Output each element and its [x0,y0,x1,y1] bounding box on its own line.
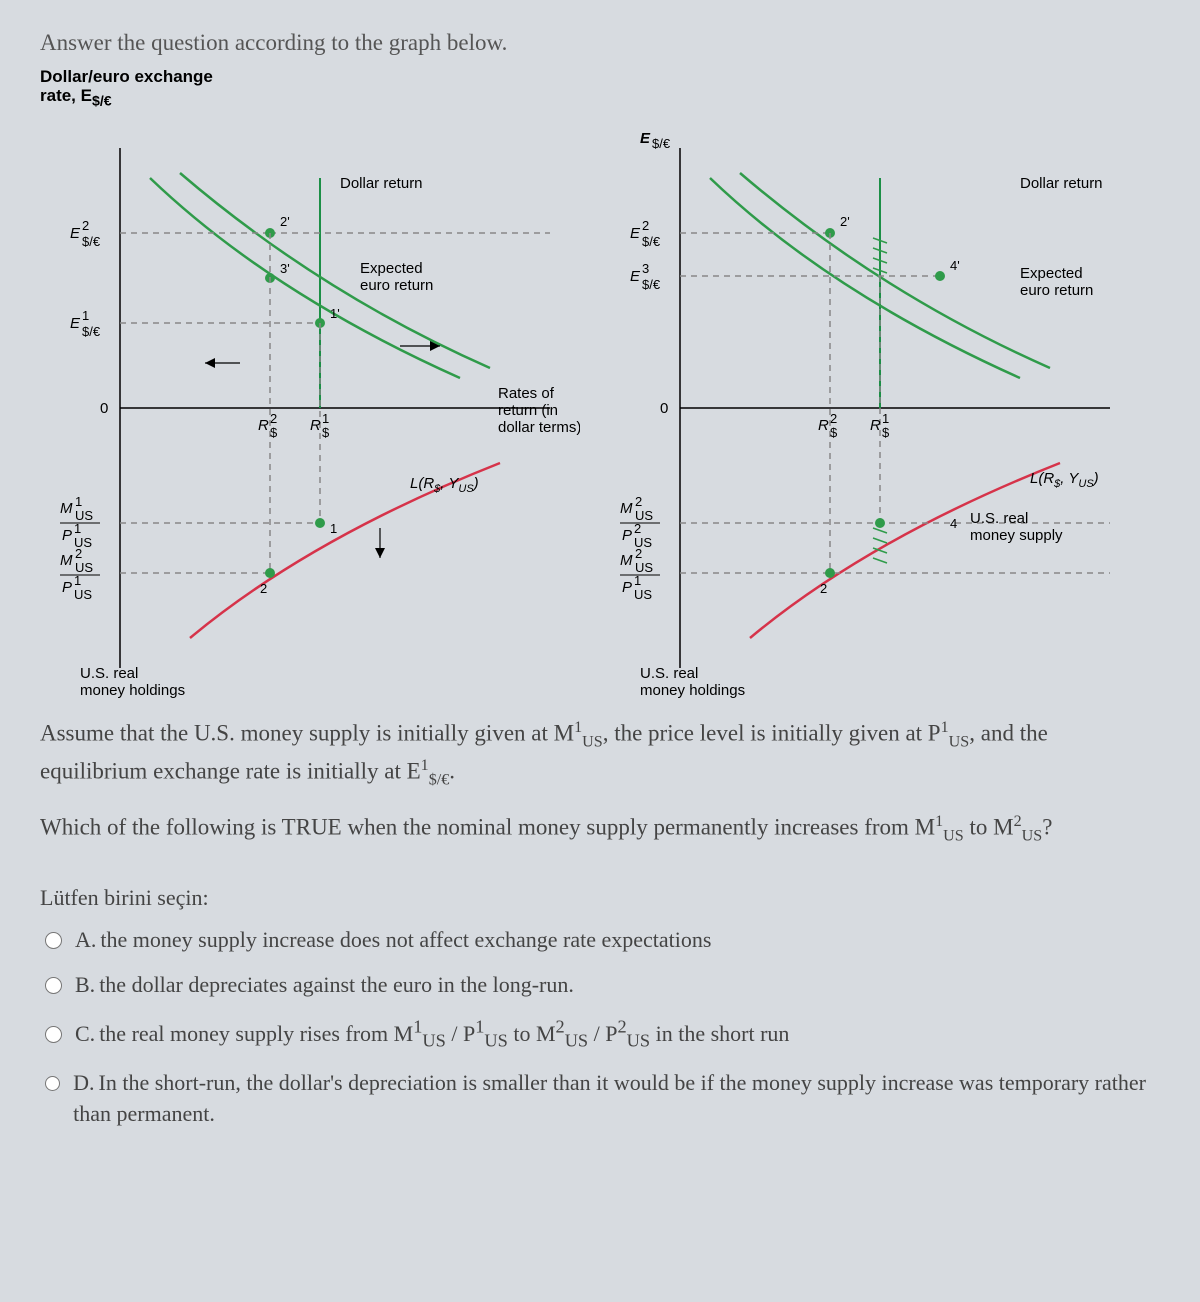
svg-text:2: 2 [82,218,89,233]
svg-text:3': 3' [280,261,290,276]
choose-prompt: Lütfen birini seçin: [40,885,1160,911]
which-paragraph: Which of the following is TRUE when the … [40,810,1160,848]
svg-text:1: 1 [882,411,889,426]
svg-text:Expected: Expected [1020,265,1083,282]
label-dollar-return-left: Dollar return [340,175,423,192]
svg-text:2: 2 [820,581,827,596]
svg-text:1: 1 [330,521,337,536]
svg-text:E: E [70,315,81,332]
svg-text:U.S. real: U.S. real [970,510,1028,527]
svg-text:euro return: euro return [1020,282,1093,299]
option-d[interactable]: D.In the short-run, the dollar's depreci… [40,1068,1160,1130]
svg-text:1: 1 [75,494,82,509]
svg-text:4': 4' [950,258,960,273]
svg-text:2': 2' [280,214,290,229]
svg-text:R: R [310,417,321,434]
svg-text:2: 2 [75,546,82,561]
svg-text:2: 2 [642,218,649,233]
svg-text:P: P [622,579,632,596]
svg-text:4: 4 [950,516,957,531]
svg-text:P: P [62,579,72,596]
svg-text:US: US [74,587,92,602]
svg-text:$/€: $/€ [82,324,101,339]
svg-text:$/€: $/€ [652,136,671,151]
svg-text:U.S. real: U.S. real [80,665,138,682]
svg-text:$/€: $/€ [82,234,101,249]
svg-text:1: 1 [634,573,641,588]
svg-text:R: R [870,417,881,434]
option-c-text: the real money supply rises from M1US / … [99,1021,789,1046]
axis-label-top: Dollar/euro exchange rate, E$/€ [40,68,1160,110]
svg-text:L(R$, YUS): L(R$, YUS) [410,475,479,495]
option-a[interactable]: A.the money supply increase does not aff… [40,925,1160,956]
option-a-radio[interactable] [45,932,62,949]
option-d-text: In the short-run, the dollar's depreciat… [73,1070,1146,1126]
axis-label-line1: Dollar/euro exchange [40,67,213,86]
svg-text:return (in: return (in [498,402,558,419]
svg-text:E: E [640,130,651,147]
svg-text:2: 2 [635,494,642,509]
svg-text:1: 1 [74,573,81,588]
diagram-left: Dollar return Expected euro return 2' 3'… [40,118,580,698]
svg-text:R: R [818,417,829,434]
diagram-right: E$/€ Dollar return Expected euro return … [600,118,1140,698]
svg-text:U.S. real: U.S. real [640,665,698,682]
svg-text:2: 2 [260,581,267,596]
svg-text:US: US [634,587,652,602]
option-b-text: the dollar depreciates against the euro … [99,972,574,997]
svg-text:L(R$, YUS): L(R$, YUS) [1030,470,1099,490]
svg-text:2: 2 [635,546,642,561]
option-b[interactable]: B.the dollar depreciates against the eur… [40,970,1160,1001]
assume-paragraph: Assume that the U.S. money supply is ini… [40,716,1160,793]
svg-text:M: M [60,500,73,517]
svg-text:R: R [258,417,269,434]
svg-text:M: M [60,552,73,569]
svg-text:P: P [622,527,632,544]
svg-text:$: $ [322,425,330,440]
option-c-radio[interactable] [45,1026,62,1043]
svg-text:2: 2 [830,411,837,426]
svg-text:E: E [70,225,81,242]
svg-text:P: P [62,527,72,544]
label-expected-2-left: euro return [360,277,433,294]
svg-text:0: 0 [660,400,668,417]
option-d-radio[interactable] [45,1075,60,1092]
option-c[interactable]: C.the real money supply rises from M1US … [40,1014,1160,1053]
svg-text:$/€: $/€ [642,234,661,249]
svg-text:money holdings: money holdings [640,682,745,698]
option-b-radio[interactable] [45,977,62,994]
svg-text:Rates of: Rates of [498,385,555,402]
svg-text:1': 1' [330,306,340,321]
svg-text:M: M [620,552,633,569]
question-header: Answer the question according to the gra… [40,30,1160,56]
svg-text:E: E [630,225,641,242]
svg-text:$/€: $/€ [642,277,661,292]
axis-label-line2b: $/€ [92,93,112,109]
label-expected-1-left: Expected [360,260,423,277]
svg-text:$: $ [882,425,890,440]
svg-text:0: 0 [100,400,108,417]
svg-text:1: 1 [82,308,89,323]
svg-text:2: 2 [634,521,641,536]
svg-text:1: 1 [322,411,329,426]
svg-text:2: 2 [270,411,277,426]
svg-text:2': 2' [840,214,850,229]
svg-text:$: $ [830,425,838,440]
axis-label-line2a: rate, E [40,86,92,105]
svg-text:M: M [620,500,633,517]
svg-text:money supply: money supply [970,527,1063,544]
svg-text:E: E [630,268,641,285]
diagram-right-svg: E$/€ Dollar return Expected euro return … [600,118,1140,698]
question-page: Answer the question according to the gra… [0,0,1200,1302]
svg-text:money holdings: money holdings [80,682,185,698]
diagram-left-svg: Dollar return Expected euro return 2' 3'… [40,118,580,698]
svg-text:$: $ [270,425,278,440]
svg-text:dollar terms): dollar terms) [498,419,580,436]
option-a-text: the money supply increase does not affec… [100,927,711,952]
svg-text:1: 1 [74,521,81,536]
svg-text:Dollar return: Dollar return [1020,175,1103,192]
svg-text:3: 3 [642,261,649,276]
diagrams-row: Dollar return Expected euro return 2' 3'… [40,118,1160,698]
